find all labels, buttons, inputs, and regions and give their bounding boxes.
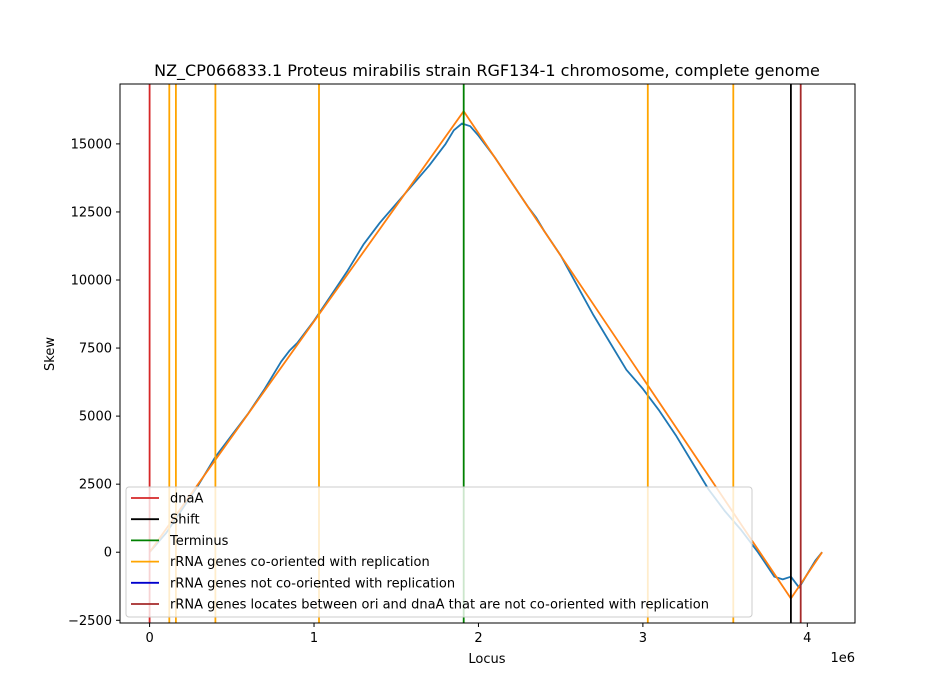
y-tick-label-5: 10000 [71, 274, 112, 289]
axes-frame [119, 83, 856, 624]
x-tick-label-3: 3 [639, 631, 647, 646]
x-tick-label-2: 2 [474, 631, 482, 646]
y-tick-label-6: 12500 [71, 205, 112, 220]
x-tick-label-4: 4 [803, 631, 811, 646]
legend-label-2: Terminus [169, 534, 229, 549]
y-tick-label-1: 0 [104, 546, 112, 561]
legend-label-5: rRNA genes locates between ori and dnaA … [170, 598, 709, 613]
x-axis-label: Locus [468, 652, 505, 667]
y-tick-label-7: 15000 [71, 137, 112, 152]
x-tick-label-0: 0 [145, 631, 153, 646]
legend: dnaA Shift Terminus rRNA genes co-oriented … [125, 486, 753, 618]
y-tick-label-4: 7500 [79, 342, 112, 357]
x-offset-label: 1e6 [830, 651, 855, 666]
y-tick-label-3: 5000 [79, 410, 112, 425]
legend-label-4: rRNA genes not co-oriented with replicat… [170, 576, 455, 591]
legend-label-1: Shift [170, 513, 200, 528]
chart-title: NZ_CP066833.1 Proteus mirabilis strain R… [154, 61, 820, 81]
x-axis: 0 1 2 3 4 [145, 623, 811, 646]
y-axis: −2500 0 2500 5000 7500 10000 12500 15000 [68, 137, 120, 629]
y-tick-label-0: −2500 [68, 614, 112, 629]
x-tick-label-1: 1 [310, 631, 318, 646]
y-axis-label: Skew [43, 337, 58, 371]
y-tick-label-2: 2500 [79, 478, 112, 493]
legend-label-3: rRNA genes co-oriented with replication [170, 555, 430, 570]
series-line-fit [148, 110, 823, 600]
legend-box [125, 486, 753, 618]
legend-label-0: dnaA [170, 492, 203, 507]
